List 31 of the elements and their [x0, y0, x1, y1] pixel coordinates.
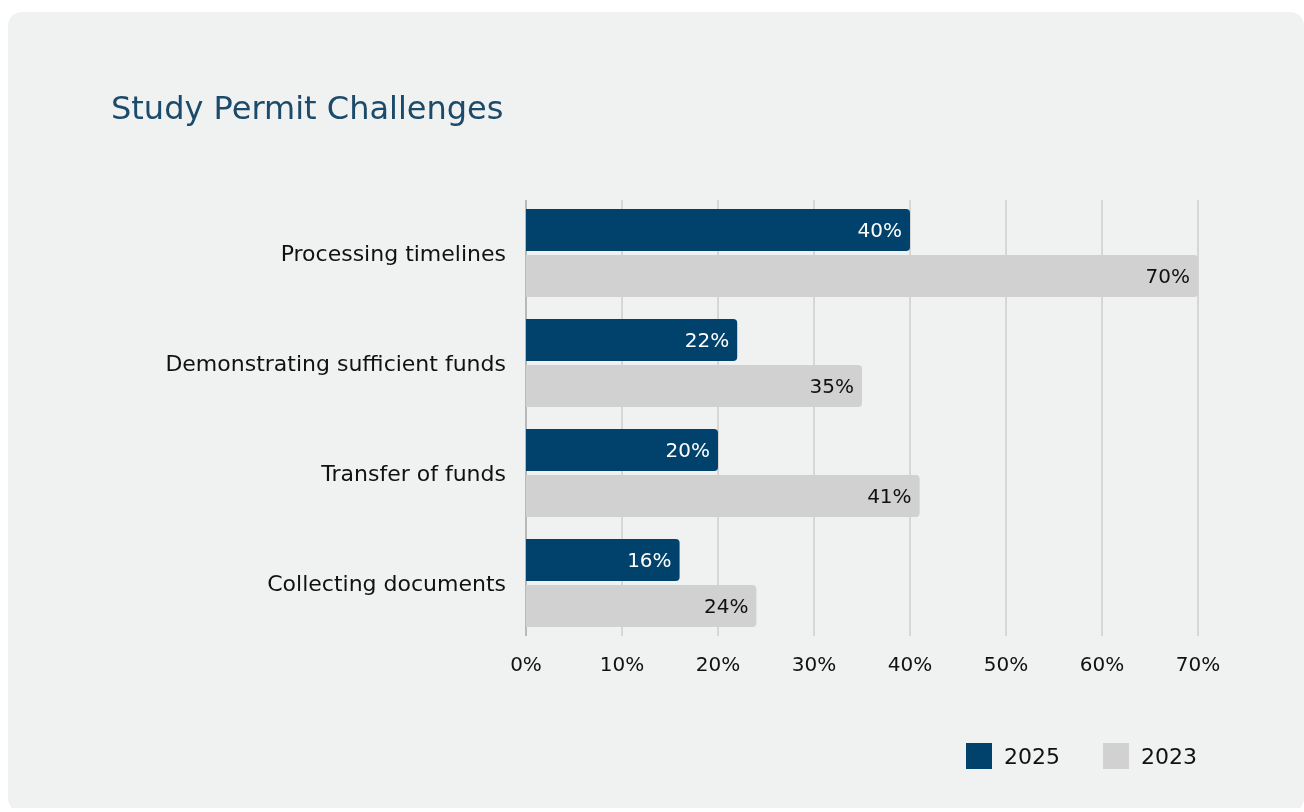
y-tick-label: Demonstrating sufficient funds: [165, 350, 506, 376]
x-tick-label: 70%: [1175, 652, 1221, 676]
bar: [526, 585, 757, 627]
bar: [526, 319, 738, 361]
data-label: 41%: [867, 484, 912, 508]
bar: [526, 365, 862, 407]
x-tick-label: 50%: [983, 652, 1029, 676]
x-tick-label: 60%: [1079, 652, 1125, 676]
data-label: 20%: [665, 438, 710, 462]
chart-title: Study Permit Challenges: [111, 89, 504, 128]
legend-label: 2023: [1141, 743, 1197, 769]
x-tick-label: 10%: [599, 652, 645, 676]
data-label: 24%: [703, 594, 749, 618]
data-label: 16%: [627, 548, 672, 572]
x-tick-label: 0%: [510, 652, 542, 676]
y-tick-label: Processing timelines: [280, 240, 506, 266]
data-label: 70%: [1145, 264, 1190, 288]
bar: [526, 429, 718, 471]
bar: [526, 255, 1198, 297]
bar: [526, 539, 680, 581]
x-tick-label: 20%: [695, 652, 741, 676]
data-label: 35%: [809, 374, 854, 398]
data-label: 22%: [684, 328, 730, 352]
legend-label: 2025: [1004, 743, 1060, 769]
x-tick-label: 30%: [791, 652, 837, 676]
x-tick-label: 40%: [887, 652, 933, 676]
bar: [526, 475, 920, 517]
bar: [526, 209, 910, 251]
y-tick-label: Transfer of funds: [320, 460, 506, 486]
y-tick-label: Collecting documents: [267, 570, 506, 596]
data-label: 40%: [857, 218, 902, 242]
